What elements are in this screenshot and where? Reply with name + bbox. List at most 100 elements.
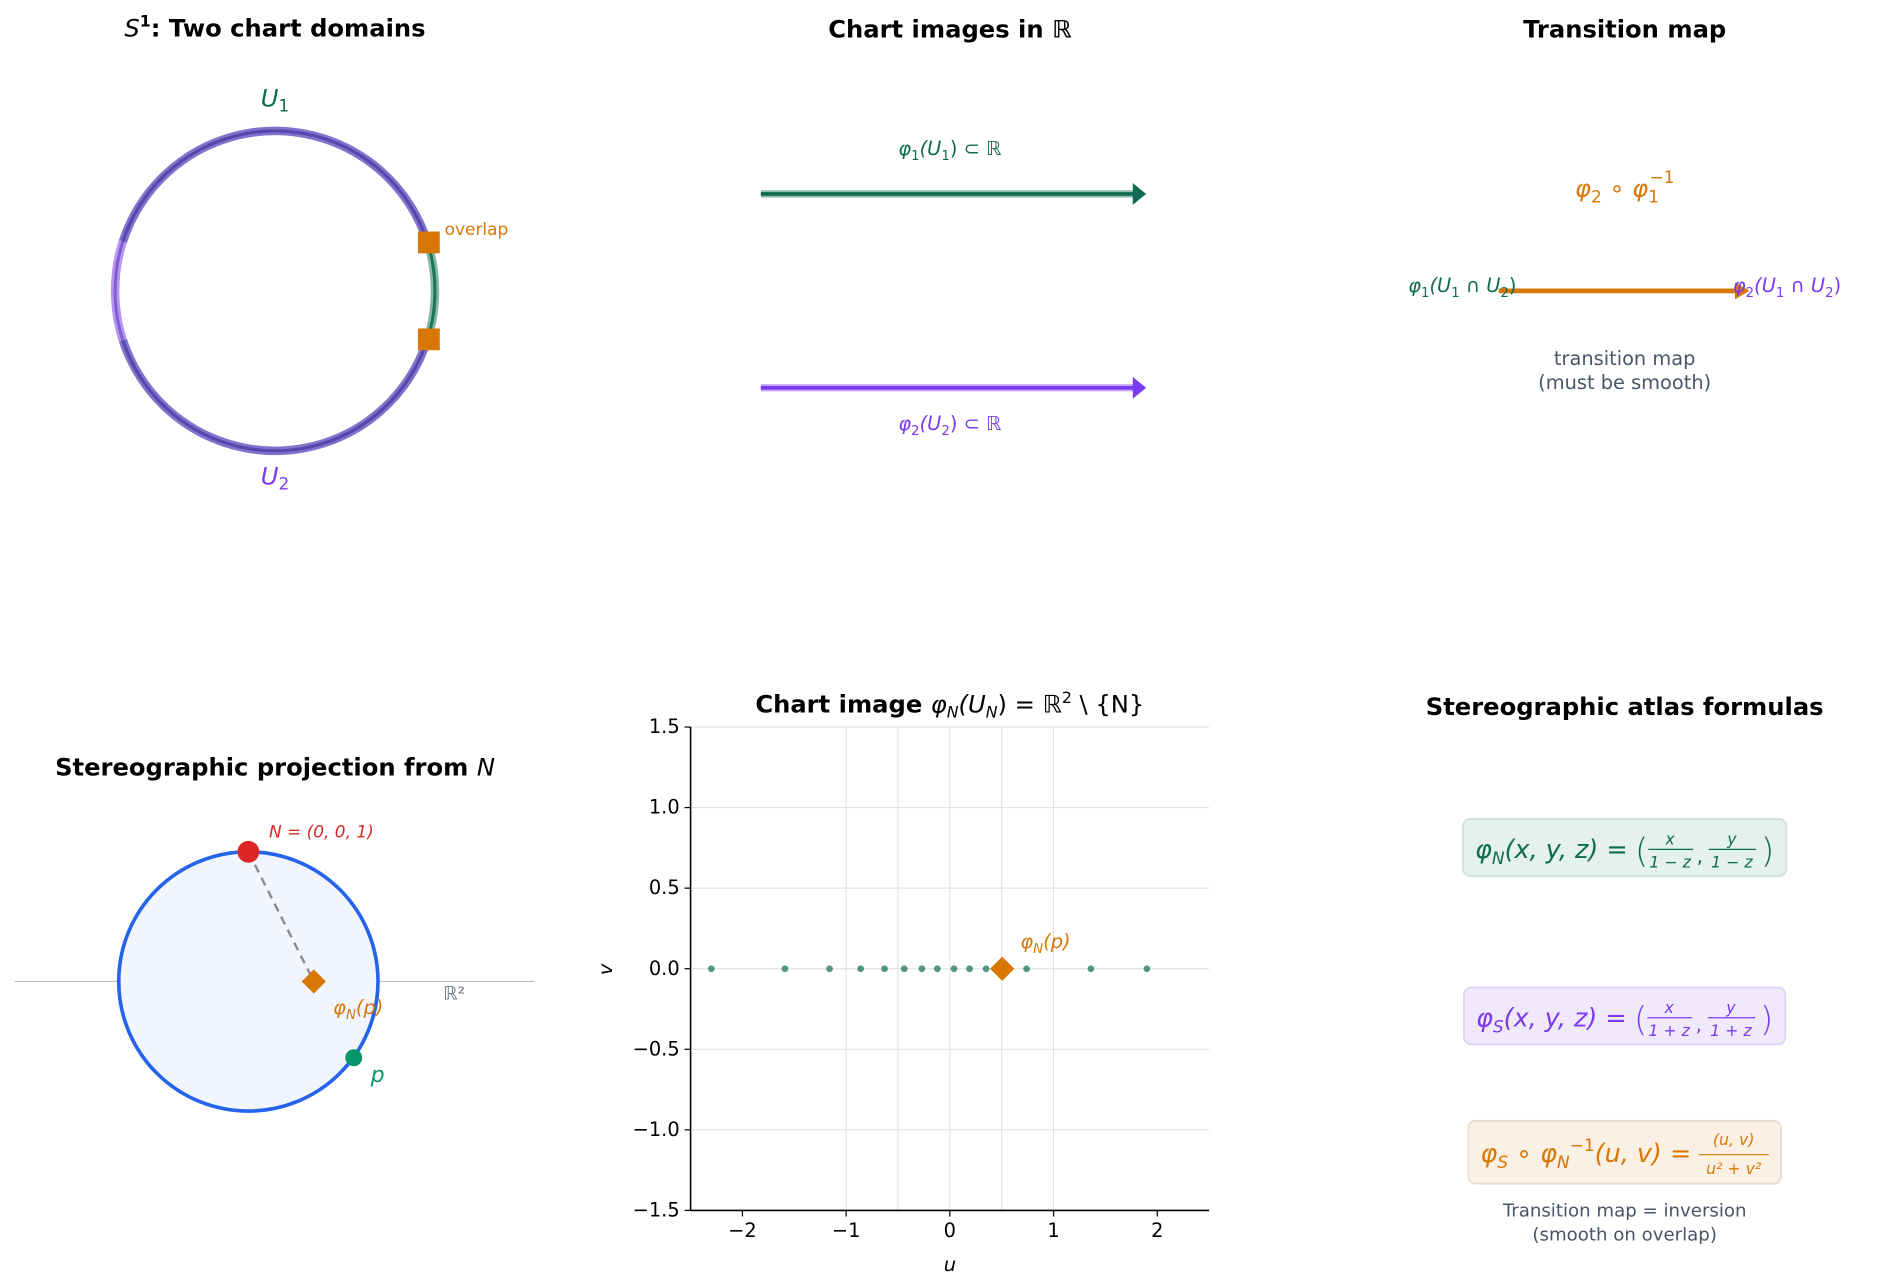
chart2-label: φ2(U2) ⊂ ℝ [898,412,1002,439]
formula-n-box [1462,818,1788,877]
y-axis-label: v [594,963,617,975]
transition-note-2: (smooth on overlap) [1532,1225,1717,1246]
data-point [900,965,908,973]
numerator: x [1663,998,1674,1017]
transition-formula-box [1467,1119,1782,1185]
overlap-marker-top [417,231,440,254]
data-point [950,965,958,973]
y-tick-label: 0.5 [649,876,680,899]
data-point [934,965,941,973]
panel-stereographic: Stereographic projection from N N = (0, … [14,753,535,1113]
x-tick-label: −2 [728,1219,757,1242]
formula-s-fractions: ( x 1 + z , y 1 + z ) [1634,998,1773,1040]
x-axis-label: u [944,1253,956,1276]
projection-label: φN(p) [333,996,383,1023]
y-tick-label: −1.5 [633,1198,680,1221]
north-pole-label: N = (0, 0, 1) [269,821,374,841]
chart1-arrowhead-icon [1132,183,1147,205]
x-tick-label: 0 [944,1219,956,1242]
denominator: 1 + z [1710,1021,1752,1040]
transition-note-1: Transition map = inversion [1502,1200,1747,1221]
highlight-point-diamond [990,956,1015,981]
formula-n: φN(x, y, z) = ( x 1 − z , y 1 − z ) [1475,830,1774,872]
panel6-title: Stereographic atlas formulas [1426,693,1824,721]
panel3-title: Transition map [1523,16,1726,44]
point-p-label: p [370,1063,385,1088]
formula-n-fractions: ( x 1 − z , y 1 − z ) [1635,830,1774,872]
data-point [1023,965,1030,973]
numerator: y [1726,830,1737,849]
y-tick-label: 0.0 [649,957,680,980]
x-tick-label: −1 [832,1219,861,1242]
data-point [982,965,990,973]
panel-atlas-formulas: Stereographic atlas formulas φN(x, y, z)… [1426,693,1824,1246]
comma: , [1696,1013,1702,1036]
chart-grid [690,726,1210,1211]
data-point [857,965,865,973]
data-point [1143,965,1151,973]
formula-s: φS(x, y, z) = ( x 1 + z , y 1 + z ) [1476,998,1773,1040]
plane-label: ℝ² [443,984,465,1005]
u2-label: U2 [261,463,290,494]
transition-formula-fraction: (u, v) u² + v² [1698,1130,1769,1178]
transition-formula-group: φS ∘ φN−1(u, v) = (u, v) u² + v² [1467,1119,1782,1185]
y-tick-label: 1.0 [649,796,680,819]
overlap-label: overlap [445,219,509,239]
x-tick-label: 2 [1151,1219,1163,1242]
panel-chart-domains: S1: Two chart domains overlap U1 U2 [110,12,509,494]
sphere-circle [116,849,380,1113]
data-point [781,965,789,973]
north-pole-point [237,840,260,863]
transition-caption-1: transition map [1554,347,1696,370]
transition-arrowhead-icon [1734,282,1750,300]
y-tick-label: −0.5 [633,1037,680,1060]
paren-close: ) [1761,832,1774,871]
transition-formula: φS ∘ φN−1(u, v) = (u, v) u² + v² [1481,1130,1769,1178]
transition-caption-2: (must be smooth) [1538,371,1711,394]
paren-open: ( [1635,832,1648,871]
formula-s-box [1463,986,1787,1046]
chart1-label: φ1(U1) ⊂ ℝ [898,137,1002,164]
comma: , [1697,845,1703,868]
denominator: 1 − z [1711,853,1753,872]
chart-title: Chart image φN(UN) = ℝ2 \ {N} [755,688,1144,722]
numerator: (u, v) [1713,1130,1755,1149]
u1-label: U1 [261,85,290,116]
projection-line [247,851,315,982]
highlight-label: φN(p) [1020,930,1070,957]
y-tick-label: 1.5 [649,715,680,738]
formula-s-group: φS(x, y, z) = ( x 1 + z , y 1 + z ) [1463,986,1787,1046]
projection-point-diamond [301,969,326,994]
paren-close: ) [1760,1000,1773,1039]
data-point [881,965,888,973]
left-overlap-label: φ1(U1 ∩ U2) [1408,274,1516,301]
data-point [707,965,715,973]
formula-n-group: φN(x, y, z) = ( x 1 − z , y 1 − z ) [1462,818,1788,877]
data-point [1087,965,1095,973]
x-tick-label: 1 [1047,1219,1059,1242]
formula-n-lhs: φN(x, y, z) = [1475,834,1628,868]
data-point [966,965,973,973]
composite-label: φ2 ∘ φ1−1 [1575,167,1674,206]
numerator: x [1664,830,1675,849]
panel-transition-map: Transition map φ2 ∘ φ1−1 φ1(U1 ∩ U2) φ2(… [1408,16,1841,394]
chart-ticks: −1.5 −1.0 −0.5 0.0 0.5 1.0 1.5 −2 −1 0 1 2 [633,715,1164,1242]
data-point [826,965,833,973]
denominator: 1 + z [1648,1021,1690,1040]
numerator: y [1725,998,1736,1017]
u2-arc-core [113,129,429,453]
paren-open: ( [1634,1000,1647,1039]
panel4-title: Stereographic projection from N [55,753,495,781]
y-tick-label: −1.0 [633,1118,680,1141]
overlap-marker-bottom [417,328,440,351]
chart2-arrowhead-icon [1132,376,1147,399]
panel2-title: Chart images in ℝ [828,16,1072,44]
denominator: 1 − z [1649,853,1691,872]
denominator: u² + v² [1706,1159,1762,1178]
transition-formula-lhs: φS ∘ φN−1(u, v) = [1481,1135,1692,1172]
formula-s-lhs: φS(x, y, z) = [1476,1002,1627,1036]
panel-chart-image-plot: Chart image φN(UN) = ℝ2 \ {N} −1.5 −1.0 −0… [594,688,1210,1276]
data-point [918,965,926,973]
panel1-title: S1: Two chart domains [124,12,425,43]
